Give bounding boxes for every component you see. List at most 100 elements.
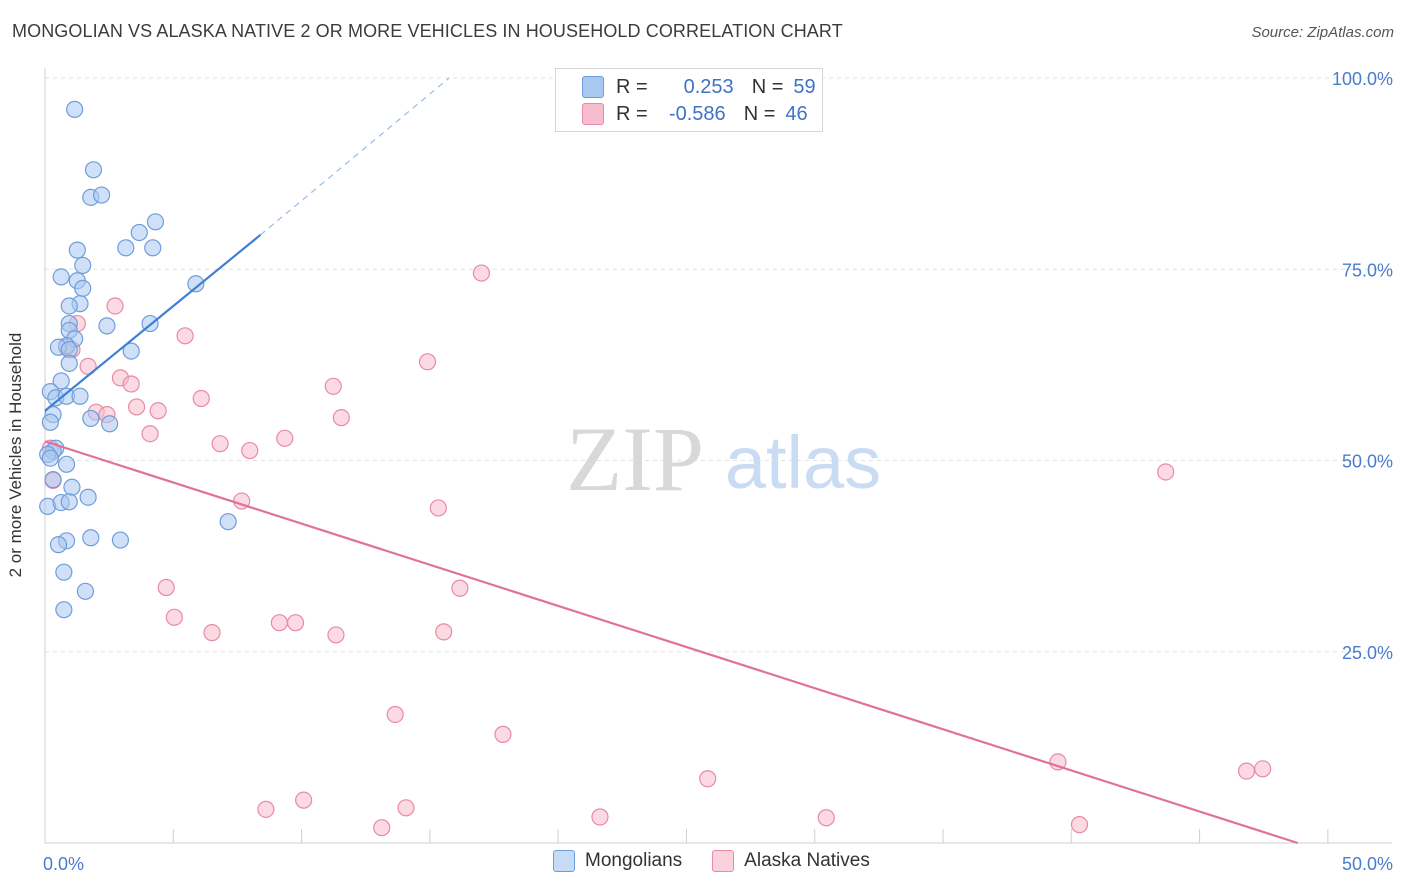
mongolians-trend-line bbox=[44, 233, 262, 412]
series-swatch-mongolians bbox=[553, 850, 575, 872]
alaska-natives-trend-line bbox=[44, 440, 1299, 845]
mongolians-point bbox=[122, 342, 140, 360]
watermark-zip: ZIP bbox=[566, 408, 704, 510]
alaska-natives-point bbox=[1157, 463, 1175, 481]
mongolians-point bbox=[71, 387, 89, 405]
mongolians-point bbox=[68, 241, 86, 259]
watermark-atlas: atlas bbox=[725, 421, 881, 504]
mongolians-point bbox=[146, 213, 165, 231]
alaska-natives-point bbox=[332, 409, 350, 427]
series-label-mongolians: Mongolians bbox=[585, 850, 683, 871]
alaska-natives-point bbox=[435, 623, 453, 641]
mongolians-point bbox=[79, 488, 97, 506]
alaska-natives-point bbox=[257, 800, 275, 818]
mongolians-point bbox=[98, 317, 116, 335]
alaska-natives-point bbox=[327, 626, 345, 644]
mongolians-point bbox=[52, 372, 70, 390]
legend-n-label: N = bbox=[743, 102, 776, 125]
legend-n-value: 46 bbox=[785, 102, 808, 125]
alaska-natives-point bbox=[472, 264, 491, 282]
alaska-natives-point bbox=[397, 799, 415, 817]
mongolians-trend-extension bbox=[260, 77, 450, 236]
source-credit: Source: ZipAtlas.com bbox=[1251, 24, 1394, 41]
alaska-natives-point bbox=[324, 377, 342, 395]
alaska-natives-point bbox=[122, 375, 140, 393]
legend-row-mongolians: R = 0.253 N = 59 bbox=[582, 74, 816, 100]
alaska-natives-point bbox=[241, 441, 259, 460]
series-legend: Mongolians Alaska Natives bbox=[553, 850, 900, 872]
mongolians-point bbox=[82, 409, 100, 428]
series-legend-alaska-natives: Alaska Natives bbox=[712, 850, 870, 872]
alaska-natives-point bbox=[386, 705, 404, 724]
mongolians-point bbox=[92, 186, 111, 204]
mongolians-point bbox=[44, 471, 62, 489]
y-tick-label: 75.0% bbox=[1342, 260, 1393, 280]
alaska-natives-point bbox=[211, 435, 229, 453]
alaska-natives-point bbox=[699, 770, 717, 788]
x-tick-label: 50.0% bbox=[1342, 854, 1393, 874]
mongolians-point bbox=[63, 478, 81, 496]
series-legend-mongolians: Mongolians bbox=[553, 850, 682, 872]
legend-r-label: R = bbox=[616, 75, 648, 98]
mongolians-point bbox=[41, 449, 59, 467]
series-label-alaska-natives: Alaska Natives bbox=[744, 850, 870, 871]
alaska-natives-point bbox=[494, 725, 512, 743]
mongolians-point bbox=[76, 582, 95, 600]
y-tick-label: 50.0% bbox=[1342, 452, 1393, 472]
mongolians-point bbox=[101, 415, 119, 433]
mongolians-point bbox=[49, 536, 68, 554]
mongolians-point bbox=[219, 513, 237, 531]
mongolians-point bbox=[74, 256, 92, 275]
watermark: ZIP atlas bbox=[566, 408, 881, 510]
legend-n-value: 59 bbox=[793, 75, 816, 98]
mongolians-point bbox=[130, 223, 148, 242]
alaska-natives-point bbox=[418, 353, 437, 371]
correlation-legend: R = 0.253 N = 59 R = -0.586 N = 46 bbox=[555, 68, 823, 132]
alaska-natives-point bbox=[286, 614, 305, 632]
legend-swatch-alaska-natives bbox=[582, 103, 604, 125]
alaska-natives-point bbox=[1237, 762, 1256, 780]
alaska-natives-point bbox=[591, 808, 609, 826]
y-tick-label: 100.0% bbox=[1332, 69, 1393, 89]
mongolians-point bbox=[111, 531, 130, 549]
alaska-natives-point bbox=[141, 425, 159, 443]
mongolians-point bbox=[57, 455, 76, 473]
alaska-natives-point bbox=[176, 327, 194, 345]
legend-r-value: -0.586 bbox=[668, 102, 726, 125]
legend-r-label: R = bbox=[616, 102, 648, 125]
mongolians-point bbox=[66, 100, 84, 118]
alaska-natives-point bbox=[127, 398, 146, 416]
trend-lines bbox=[44, 77, 1299, 845]
alaska-natives-point bbox=[451, 579, 469, 597]
alaska-natives-point bbox=[429, 499, 447, 517]
legend-r-value: 0.253 bbox=[683, 75, 734, 98]
mongolians-point bbox=[74, 279, 92, 297]
mongolians-point bbox=[144, 239, 162, 257]
alaska-natives-point bbox=[192, 389, 210, 408]
alaska-natives-point bbox=[270, 614, 288, 632]
series-swatch-alaska-natives bbox=[712, 850, 735, 872]
alaska-natives-point bbox=[106, 297, 124, 315]
mongolians-point bbox=[60, 493, 78, 511]
mongolians-point bbox=[41, 413, 59, 431]
mongolians-point bbox=[82, 529, 100, 547]
legend-n-label: N = bbox=[751, 75, 784, 98]
x-tick-label: 0.0% bbox=[43, 854, 84, 874]
gridlines bbox=[45, 77, 1392, 653]
legend-row-alaska-natives: R = -0.586 N = 46 bbox=[582, 101, 808, 127]
mongolians-point bbox=[187, 275, 205, 293]
tick-labels: 25.0% 50.0% 75.0% 100.0% 0.0% 50.0% bbox=[43, 69, 1393, 874]
alaska-natives-point bbox=[276, 429, 294, 447]
alaska-natives-point bbox=[157, 578, 175, 597]
mongolians-point bbox=[52, 268, 70, 286]
alaska-natives-point bbox=[1254, 760, 1272, 778]
mongolians-point bbox=[117, 239, 135, 257]
mongolians-point bbox=[60, 297, 78, 315]
alaska-natives-point bbox=[165, 608, 183, 626]
mongolians-point bbox=[55, 563, 73, 581]
y-tick-label: 25.0% bbox=[1342, 643, 1393, 663]
mongolians-point bbox=[60, 354, 78, 372]
mongolians-points bbox=[39, 100, 237, 619]
mongolians-point bbox=[84, 161, 103, 179]
alaska-natives-point bbox=[203, 624, 221, 642]
